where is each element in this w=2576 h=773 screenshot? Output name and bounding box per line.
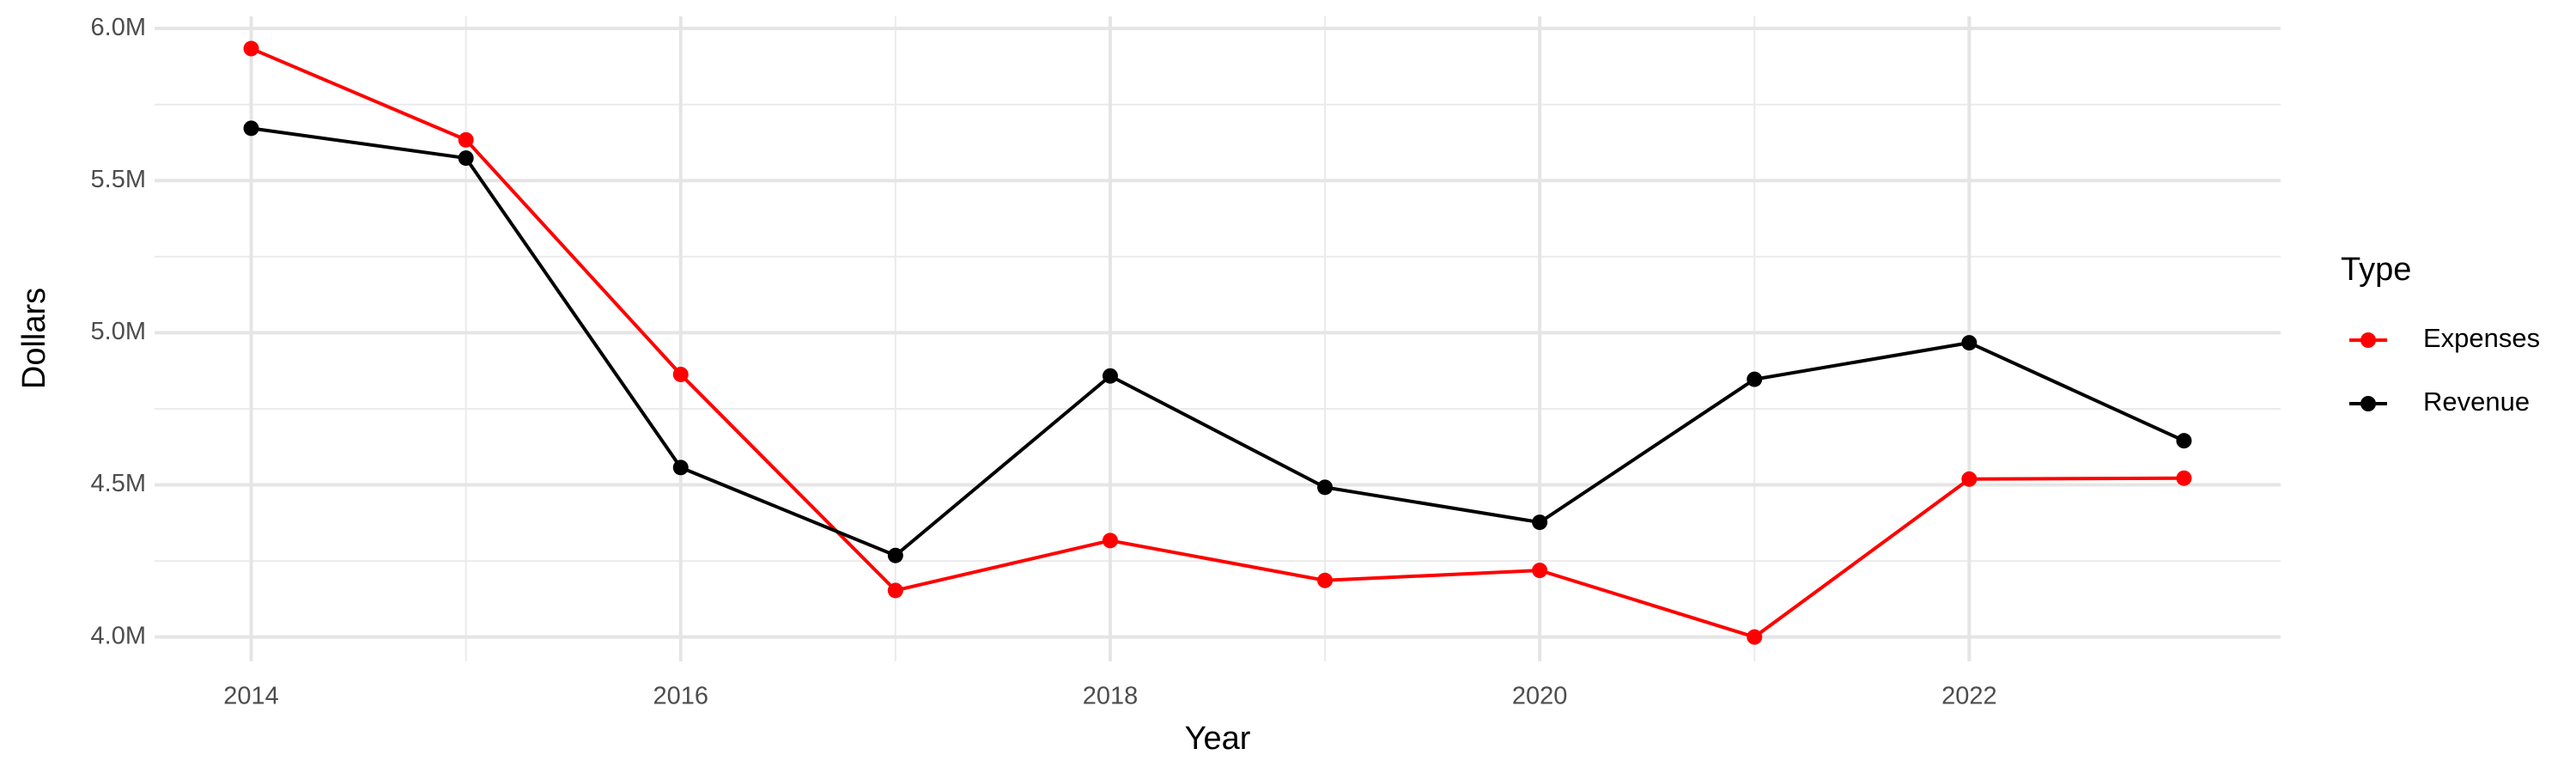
data-point: [1317, 572, 1334, 588]
y-axis-title: Dollars: [16, 288, 52, 389]
data-point: [243, 40, 259, 57]
x-tick-label: 2016: [653, 683, 708, 710]
data-point: [672, 366, 689, 382]
y-tick-label: 4.5M: [91, 470, 146, 497]
data-point: [458, 150, 474, 167]
legend-key-point: [2360, 332, 2376, 348]
legend-title: Type: [2341, 252, 2411, 288]
data-point: [672, 460, 689, 476]
data-point: [1747, 629, 1763, 645]
data-point: [1102, 368, 1118, 384]
x-tick-label: 2014: [223, 683, 279, 710]
legend-label: Expenses: [2423, 323, 2540, 353]
data-point: [1961, 335, 1978, 351]
data-point: [1317, 479, 1334, 496]
data-point: [887, 582, 903, 599]
data-point: [1747, 371, 1763, 387]
x-axis-title: Year: [1185, 721, 1251, 757]
y-tick-label: 6.0M: [91, 14, 146, 41]
y-tick-label: 4.0M: [91, 622, 146, 649]
data-point: [1102, 533, 1118, 549]
data-point: [458, 131, 474, 148]
data-point: [1532, 563, 1548, 579]
series-line: [251, 126, 2185, 558]
x-tick-label: 2020: [1512, 683, 1568, 710]
data-point: [1961, 471, 1978, 487]
legend-label: Revenue: [2423, 386, 2530, 417]
series-line: [250, 46, 2184, 639]
y-tick-label: 5.0M: [91, 318, 146, 345]
data-point: [2176, 470, 2192, 486]
grid: [155, 16, 2281, 661]
data-point: [1532, 514, 1548, 531]
x-tick-label: 2018: [1083, 683, 1139, 710]
data-point: [2176, 433, 2192, 449]
legend-key-point: [2360, 396, 2376, 411]
data-point: [243, 120, 259, 137]
y-tick-label: 5.5M: [91, 166, 146, 193]
x-tick-label: 2022: [1941, 683, 1997, 710]
data-point: [887, 547, 903, 563]
